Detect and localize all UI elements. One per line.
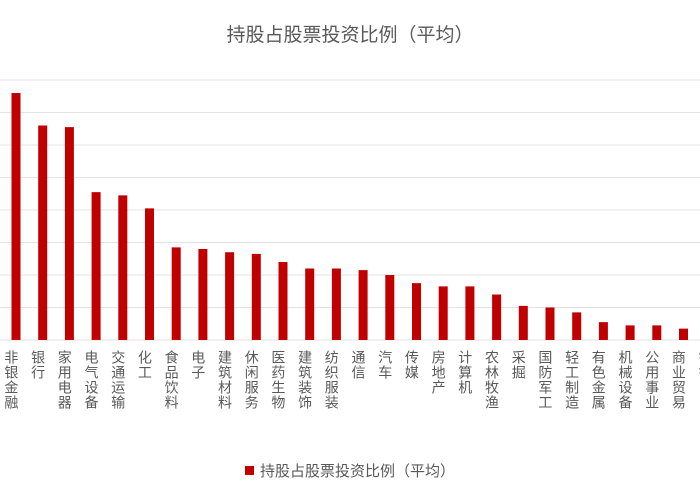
bar <box>11 93 21 340</box>
x-tick-label: 机械设备 <box>617 350 633 410</box>
x-tick-label: 建筑装饰 <box>296 350 312 410</box>
x-tick-label: 传媒 <box>403 350 419 380</box>
x-tick-label: 银行 <box>29 350 45 380</box>
x-tick-label: 交通运输 <box>109 349 125 410</box>
legend-label: 持股占股票投资比例（平均） <box>259 462 455 480</box>
bar <box>225 252 235 340</box>
chart-title: 持股占股票投资比例（平均） <box>226 24 474 46</box>
x-tick-label: 纺织服装 <box>323 350 339 410</box>
bar <box>64 127 74 340</box>
x-tick-label: 采掘 <box>510 350 526 380</box>
bar <box>198 249 208 340</box>
x-tick-label: 计算机 <box>456 350 472 395</box>
x-tick-label: 电子 <box>189 350 205 380</box>
x-tick-label: 电气设备 <box>83 350 99 410</box>
bar <box>145 208 154 340</box>
x-tick-label: 食品饮料 <box>163 349 179 410</box>
bar <box>492 294 502 340</box>
bar <box>598 322 608 340</box>
legend-swatch <box>244 466 254 475</box>
x-tick-label: 通信 <box>350 350 366 380</box>
bar <box>118 195 128 340</box>
x-tick-label: 化工 <box>136 350 152 380</box>
x-tick-label: 轻工制造 <box>563 350 579 410</box>
x-tick-label: 公用事业 <box>643 350 659 410</box>
bar <box>385 275 395 340</box>
bar <box>358 270 368 340</box>
x-tick-label: 国防军工 <box>536 350 552 410</box>
x-tick-label: 医药生物 <box>269 350 285 410</box>
x-tick-label: 汽车 <box>376 350 392 380</box>
bar <box>305 268 315 340</box>
bar <box>251 253 261 340</box>
bar <box>278 262 288 340</box>
bar <box>465 286 475 340</box>
x-tick-label: 非银金融 <box>2 350 18 410</box>
bar <box>91 192 101 340</box>
x-tick-label: 家用电器 <box>56 349 72 410</box>
x-tick-label: 休闲服务 <box>243 350 259 410</box>
bar <box>518 305 528 340</box>
bar <box>545 307 555 340</box>
x-tick-label: 房地产 <box>430 350 446 395</box>
x-tick-label: 商业贸易 <box>670 350 686 410</box>
bar <box>331 268 341 340</box>
bar <box>625 325 635 340</box>
legend: 持股占股票投资比例（平均） <box>0 460 700 481</box>
bar <box>38 125 48 340</box>
x-tick-label: 有色金属 <box>590 350 606 410</box>
bar <box>679 328 688 340</box>
x-tick-label: 钢铁 <box>697 350 700 380</box>
bar <box>412 283 421 340</box>
x-tick-label: 建筑材料 <box>216 350 232 410</box>
bar <box>572 312 582 340</box>
bar <box>171 247 181 340</box>
bar <box>652 325 662 340</box>
bar <box>438 286 448 340</box>
x-tick-label: 农林牧渔 <box>483 350 499 410</box>
